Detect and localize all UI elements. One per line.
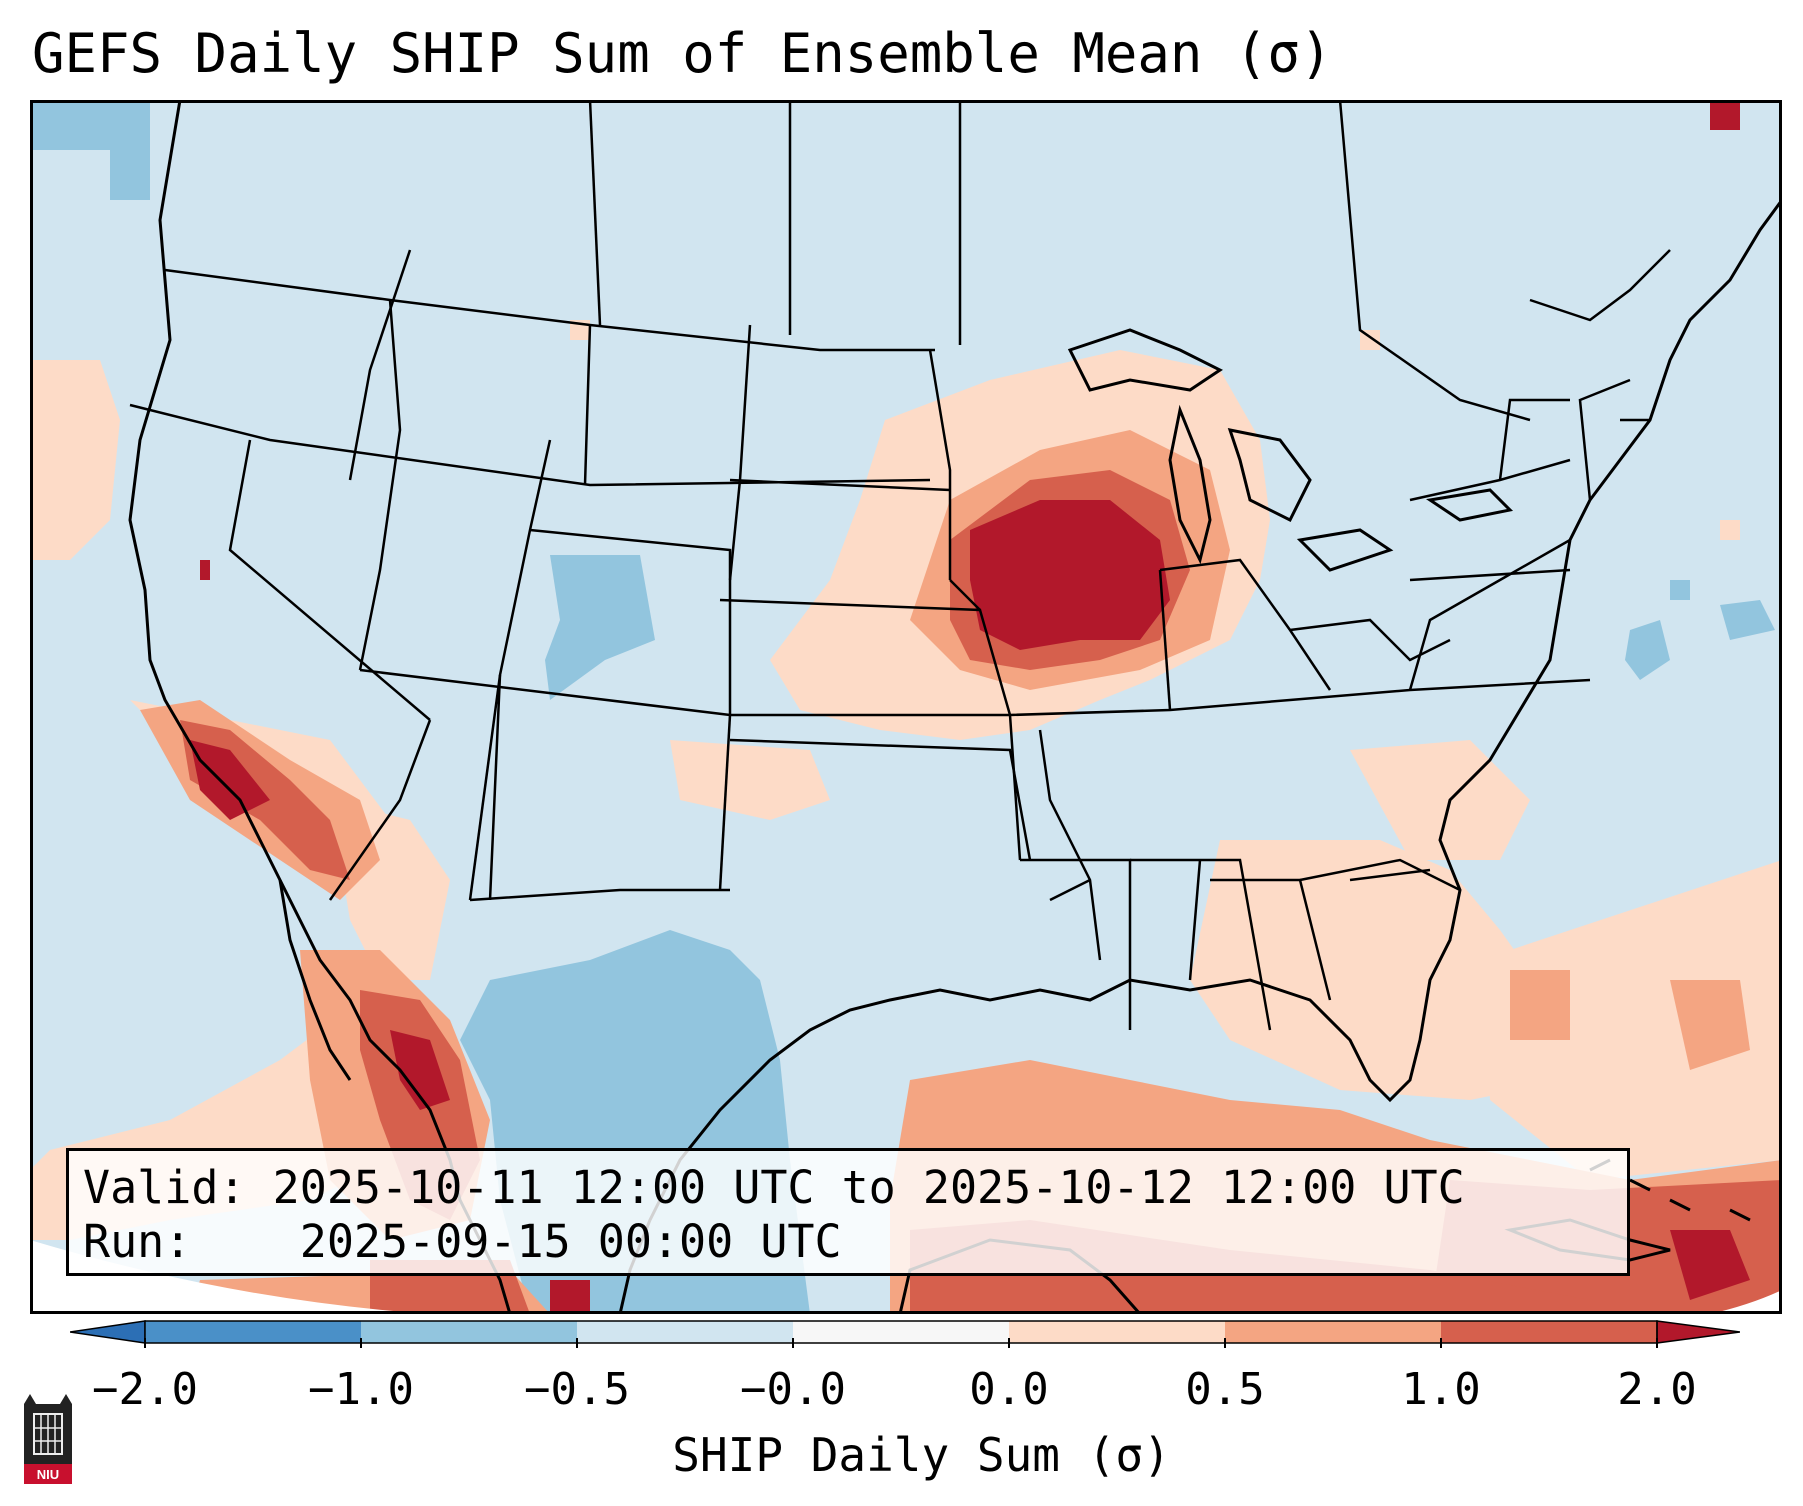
tick-label: −0.0 — [740, 1364, 846, 1415]
colorbar-bin-05-1 — [1225, 1321, 1441, 1343]
run-label: Run: — [83, 1215, 192, 1268]
tick-mark — [360, 1338, 362, 1348]
map-border — [30, 100, 1782, 1314]
colorbar-bin-0 — [793, 1321, 1009, 1343]
colorbar-label: SHIP Daily Sum (σ) — [0, 1428, 1803, 1482]
tick-mark — [576, 1338, 578, 1348]
tick-label: −2.0 — [92, 1364, 198, 1415]
colorbar-outline — [144, 1320, 1658, 1344]
colorbar-bin-1-2 — [1441, 1321, 1657, 1343]
valid-label: Valid: — [83, 1161, 246, 1214]
anomaly-map — [30, 100, 1782, 1314]
tick-mark — [1656, 1338, 1658, 1348]
tick-mark — [144, 1338, 146, 1348]
extreme-positive-anomaly-patches — [190, 100, 1750, 1314]
colorbar-label-text: SHIP Daily Sum (σ) — [672, 1428, 1171, 1482]
state-boundaries — [129, 100, 1671, 1031]
baja-coastline — [278, 879, 352, 1081]
colorbar-bin-m05-0 — [577, 1321, 793, 1343]
tick-label: 1.0 — [1401, 1364, 1481, 1415]
colorbar-bin-m2-m1 — [145, 1321, 361, 1343]
map-panel — [30, 100, 1782, 1314]
tick-label: 0.0 — [969, 1364, 1049, 1415]
niu-logo-icon: NIU — [24, 1394, 72, 1484]
tick-label: −0.5 — [524, 1364, 630, 1415]
valid-value: 2025-10-11 12:00 UTC to 2025-10-12 12:00… — [272, 1161, 1465, 1214]
valid-line: Valid: 2025-10-11 12:00 UTC to 2025-10-1… — [83, 1161, 1613, 1215]
tick-label: 0.5 — [1185, 1364, 1265, 1415]
tick-mark — [1224, 1338, 1226, 1348]
tick-mark — [1440, 1338, 1442, 1348]
logo-text: NIU — [37, 1467, 59, 1482]
colorbar-bin-m1-m05 — [361, 1321, 577, 1343]
domain-edge-wedge-east — [1710, 1290, 1782, 1314]
domain-edge-wedge-west — [30, 1240, 430, 1314]
valid-run-info-box: Valid: 2025-10-11 12:00 UTC to 2025-10-1… — [66, 1148, 1630, 1276]
tick-label: −1.0 — [308, 1364, 414, 1415]
map-title: GEFS Daily SHIP Sum of Ensemble Mean (σ) — [32, 22, 1333, 85]
run-line: Run: 2025-09-15 00:00 UTC — [83, 1215, 1613, 1269]
tick-mark — [792, 1338, 794, 1348]
great-lakes — [1067, 328, 1514, 572]
colorbar-bin-0-05 — [1009, 1321, 1225, 1343]
colorbar — [70, 1320, 1740, 1344]
tick-label: 2.0 — [1617, 1364, 1697, 1415]
tick-mark — [1008, 1338, 1010, 1348]
run-value: 2025-09-15 00:00 UTC — [299, 1215, 842, 1268]
colorbar-ticks: −2.0 −1.0 −0.5 −0.0 0.0 0.5 1.0 2.0 — [0, 1338, 1803, 1415]
